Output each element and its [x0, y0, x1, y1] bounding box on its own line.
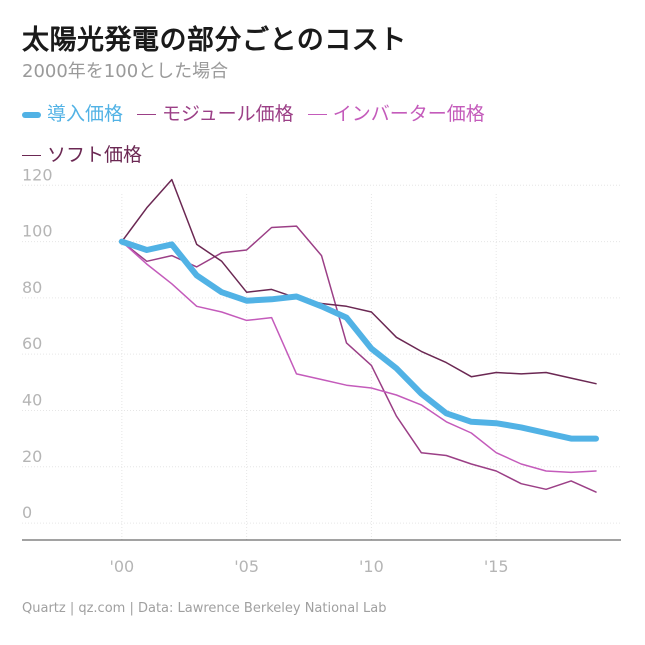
legend: 導入価格 モジュール価格 インバーター価格ソフト価格	[22, 94, 632, 176]
legend-label: ソフト価格	[47, 144, 143, 166]
legend-swatch	[22, 111, 41, 118]
y-tick-label: 0	[22, 503, 32, 522]
legend-label: モジュール価格	[162, 103, 294, 125]
legend-swatch	[22, 154, 41, 157]
x-tick-label: '15	[484, 557, 509, 576]
y-tick-label: 100	[22, 222, 53, 241]
legend-item: インバーター価格	[307, 94, 485, 135]
legend-item: 導入価格	[22, 94, 123, 135]
legend-swatch	[137, 113, 157, 116]
legend-label: インバーター価格	[332, 103, 485, 125]
y-tick-label: 40	[22, 390, 42, 409]
chart-title: 太陽光発電の部分ごとのコスト	[22, 25, 407, 56]
y-tick-label: 80	[22, 278, 42, 297]
series-line-4	[121, 178, 597, 385]
series-line-2	[121, 225, 597, 493]
y-tick-label: 120	[22, 165, 53, 184]
x-tick-label: '00	[109, 557, 134, 576]
legend-label: 導入価格	[47, 103, 124, 125]
legend-item: ソフト価格	[22, 135, 142, 176]
series-line-3	[121, 240, 597, 474]
source-note: Quartz | qz.com | Data: Lawrence Berkele…	[22, 601, 387, 616]
y-tick-label: 20	[22, 447, 42, 466]
y-tick-label: 60	[22, 334, 42, 353]
legend-swatch	[307, 113, 327, 116]
legend-item: モジュール価格	[137, 94, 294, 135]
x-tick-label: '05	[234, 557, 259, 576]
chart-subtitle: 2000年を100とした場合	[22, 61, 229, 82]
series-line-1	[118, 238, 599, 442]
x-tick-label: '10	[359, 557, 384, 576]
